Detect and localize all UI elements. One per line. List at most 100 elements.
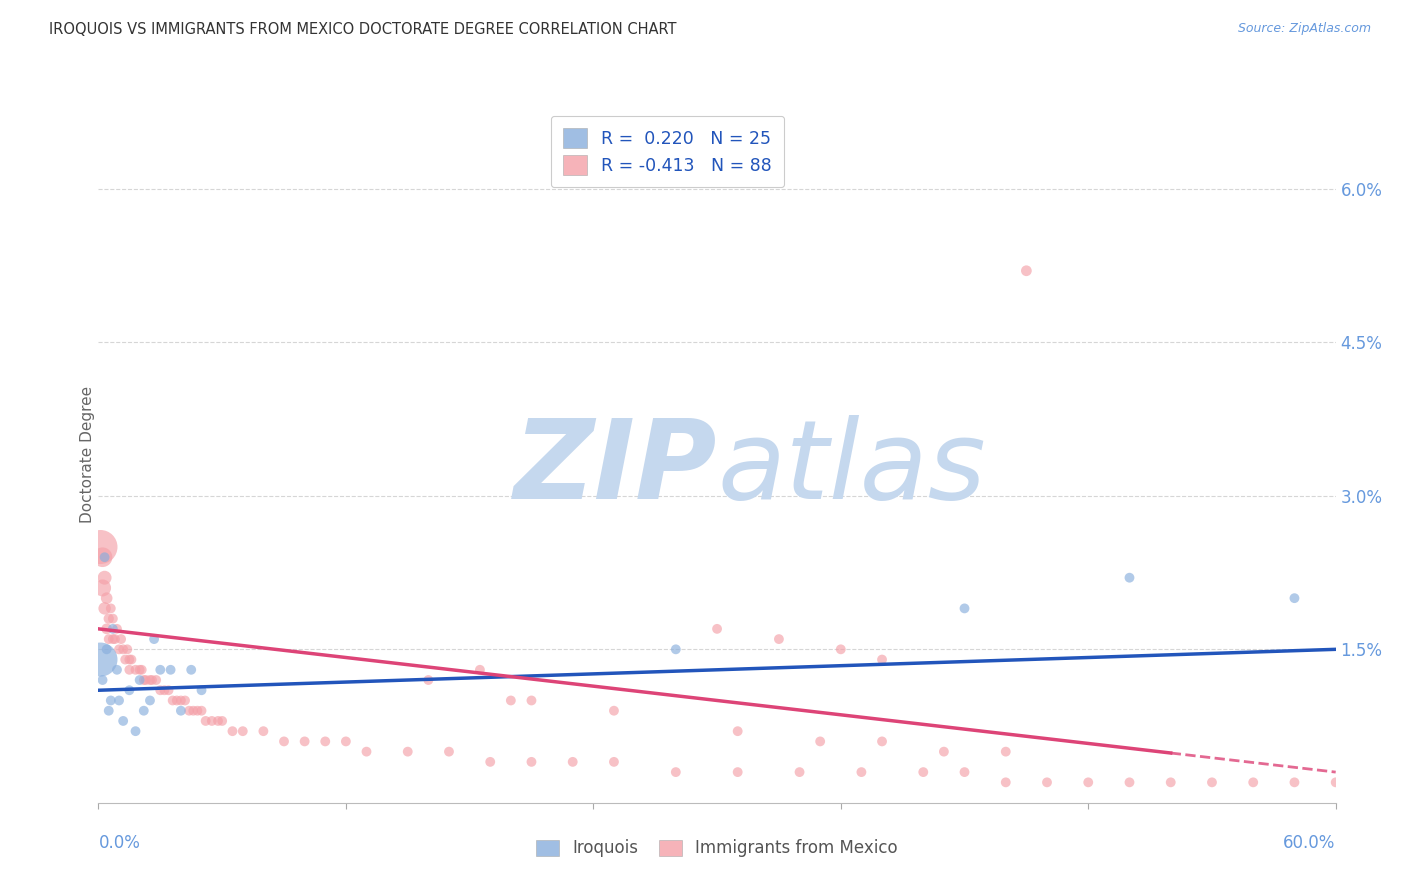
Point bbox=[499, 693, 522, 707]
Point bbox=[110, 632, 132, 646]
Point bbox=[91, 673, 114, 687]
Point bbox=[120, 652, 142, 666]
Point bbox=[706, 622, 728, 636]
Point bbox=[97, 632, 120, 646]
Point bbox=[520, 693, 543, 707]
Point bbox=[273, 734, 295, 748]
Point bbox=[170, 704, 193, 718]
Point bbox=[830, 642, 852, 657]
Point bbox=[166, 693, 188, 707]
Point bbox=[97, 704, 120, 718]
Point bbox=[100, 693, 122, 707]
Point bbox=[727, 724, 749, 739]
Point bbox=[149, 683, 172, 698]
Point bbox=[93, 601, 115, 615]
Point bbox=[1241, 775, 1264, 789]
Y-axis label: Doctorate Degree: Doctorate Degree bbox=[80, 386, 94, 524]
Point bbox=[149, 663, 172, 677]
Point bbox=[1077, 775, 1099, 789]
Point bbox=[314, 734, 336, 748]
Point bbox=[1118, 571, 1140, 585]
Point bbox=[104, 632, 127, 646]
Point bbox=[994, 745, 1017, 759]
Point bbox=[1118, 775, 1140, 789]
Point bbox=[994, 775, 1017, 789]
Text: atlas: atlas bbox=[717, 416, 986, 523]
Point bbox=[139, 693, 162, 707]
Point bbox=[132, 673, 155, 687]
Point bbox=[221, 724, 243, 739]
Text: IROQUOIS VS IMMIGRANTS FROM MEXICO DOCTORATE DEGREE CORRELATION CHART: IROQUOIS VS IMMIGRANTS FROM MEXICO DOCTO… bbox=[49, 22, 676, 37]
Point bbox=[128, 673, 150, 687]
Point bbox=[870, 734, 893, 748]
Point bbox=[190, 683, 212, 698]
Point bbox=[201, 714, 224, 728]
Point bbox=[1284, 775, 1306, 789]
Point bbox=[520, 755, 543, 769]
Point bbox=[118, 663, 141, 677]
Point bbox=[108, 693, 131, 707]
Point bbox=[131, 663, 153, 677]
Point bbox=[93, 550, 115, 565]
Point bbox=[603, 704, 626, 718]
Point bbox=[162, 693, 184, 707]
Point bbox=[727, 765, 749, 780]
Point bbox=[132, 704, 155, 718]
Point bbox=[194, 714, 217, 728]
Point bbox=[143, 632, 166, 646]
Point bbox=[789, 765, 811, 780]
Point bbox=[91, 550, 114, 565]
Point bbox=[186, 704, 208, 718]
Point bbox=[768, 632, 790, 646]
Point bbox=[190, 704, 212, 718]
Point bbox=[294, 734, 316, 748]
Legend: Iroquois, Immigrants from Mexico: Iroquois, Immigrants from Mexico bbox=[530, 833, 904, 864]
Point bbox=[174, 693, 197, 707]
Point bbox=[105, 663, 128, 677]
Point bbox=[101, 632, 124, 646]
Point bbox=[89, 540, 111, 554]
Point bbox=[105, 622, 128, 636]
Point bbox=[101, 612, 124, 626]
Point bbox=[1015, 264, 1038, 278]
Text: Source: ZipAtlas.com: Source: ZipAtlas.com bbox=[1237, 22, 1371, 36]
Point bbox=[153, 683, 176, 698]
Point bbox=[91, 581, 114, 595]
Point bbox=[135, 673, 157, 687]
Text: 0.0%: 0.0% bbox=[98, 834, 141, 852]
Point bbox=[603, 755, 626, 769]
Point bbox=[128, 663, 150, 677]
Point bbox=[118, 683, 141, 698]
Point bbox=[1201, 775, 1223, 789]
Point bbox=[932, 745, 955, 759]
Point bbox=[870, 652, 893, 666]
Point bbox=[89, 652, 111, 666]
Point bbox=[207, 714, 229, 728]
Point bbox=[108, 642, 131, 657]
Point bbox=[953, 765, 976, 780]
Point bbox=[96, 622, 118, 636]
Point bbox=[418, 673, 440, 687]
Point bbox=[100, 601, 122, 615]
Point bbox=[117, 642, 139, 657]
Text: 60.0%: 60.0% bbox=[1284, 834, 1336, 852]
Point bbox=[1036, 775, 1059, 789]
Point bbox=[232, 724, 254, 739]
Point bbox=[180, 663, 202, 677]
Point bbox=[1324, 775, 1347, 789]
Point bbox=[181, 704, 204, 718]
Point bbox=[179, 704, 201, 718]
Text: ZIP: ZIP bbox=[513, 416, 717, 523]
Point bbox=[479, 755, 502, 769]
Point bbox=[124, 724, 146, 739]
Point bbox=[114, 652, 136, 666]
Point bbox=[112, 642, 135, 657]
Point bbox=[112, 714, 135, 728]
Point bbox=[356, 745, 378, 759]
Point bbox=[437, 745, 460, 759]
Point bbox=[124, 663, 146, 677]
Point bbox=[252, 724, 274, 739]
Point bbox=[665, 765, 688, 780]
Point bbox=[808, 734, 831, 748]
Point bbox=[1284, 591, 1306, 606]
